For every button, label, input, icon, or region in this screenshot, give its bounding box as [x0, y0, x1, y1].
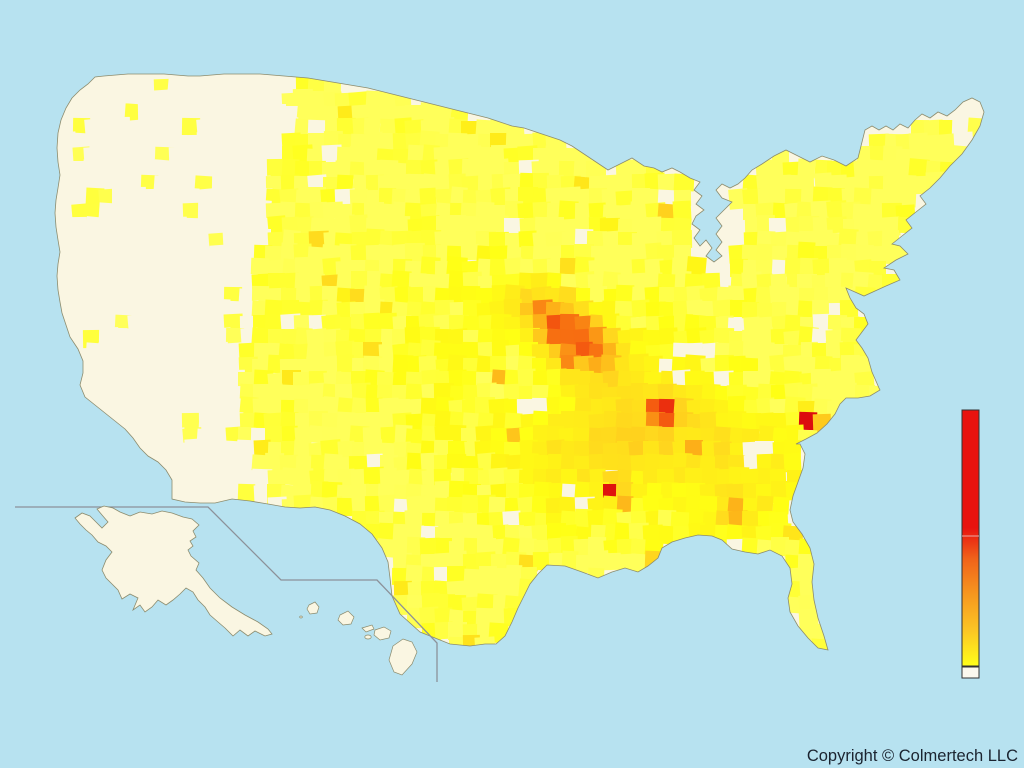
svg-text:Copyright © Colmertech LLC: Copyright © Colmertech LLC — [807, 747, 1018, 765]
